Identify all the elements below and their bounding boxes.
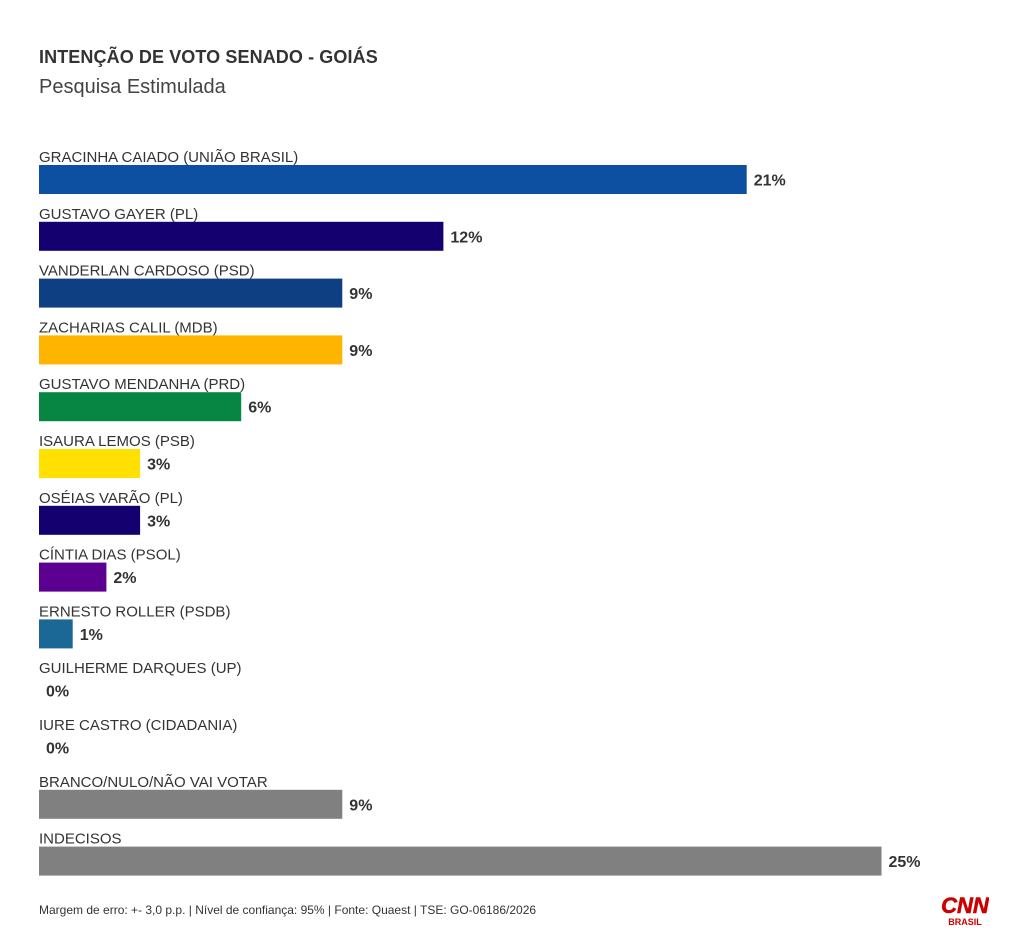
category-label: ERNESTO ROLLER (PSDB): [39, 603, 230, 620]
category-label: ISAURA LEMOS (PSB): [39, 433, 195, 450]
chart-subtitle: Pesquisa Estimulada: [39, 76, 226, 98]
value-label: 0%: [46, 741, 69, 758]
value-label: 9%: [349, 343, 372, 360]
category-label: BRANCO/NULO/NÃO VAI VOTAR: [39, 774, 268, 791]
value-label: 2%: [113, 570, 136, 587]
value-label: 1%: [80, 627, 103, 644]
value-label: 9%: [349, 286, 372, 303]
bar: [39, 278, 343, 308]
bar: [39, 449, 141, 478]
value-label: 0%: [46, 684, 69, 701]
value-label: 3%: [147, 513, 170, 530]
value-label: 6%: [248, 400, 271, 417]
value-label: 3%: [147, 457, 170, 474]
bar: [39, 221, 444, 251]
category-label: ZACHARIAS CALIL (MDB): [39, 319, 218, 336]
category-label: GRACINHA CAIADO (UNIÃO BRASIL): [39, 149, 298, 166]
category-label: CÍNTIA DIAS (PSOL): [39, 547, 181, 564]
category-label: VANDERLAN CARDOSO (PSD): [39, 263, 255, 280]
chart-title: INTENÇÃO DE VOTO SENADO - GOIÁS: [39, 47, 378, 67]
footer-note: Margem de erro: +- 3,0 p.p. | Nível de c…: [39, 903, 537, 917]
bar-chart: GRACINHA CAIADO (UNIÃO BRASIL) 21% GUSTAVO…: [39, 149, 921, 876]
bar: [39, 562, 107, 592]
bar: [39, 505, 141, 535]
bar: [39, 335, 343, 365]
bar: [39, 846, 882, 876]
bar: [39, 392, 242, 422]
category-label: GUILHERME DARQUES (UP): [39, 660, 242, 677]
value-label: 25%: [889, 854, 921, 871]
category-label: INDECISOS: [39, 831, 122, 848]
value-label: 9%: [349, 797, 372, 814]
bar: [39, 619, 73, 649]
category-label: IURE CASTRO (CIDADANIA): [39, 717, 237, 734]
value-label: 12%: [450, 229, 482, 246]
cnn-brasil-logo: CNN BRASIL: [941, 893, 989, 927]
logo-brand: CNN: [941, 893, 989, 918]
category-label: OSÉIAS VARÃO (PL): [39, 490, 183, 507]
bar: [39, 165, 747, 194]
logo-sub: BRASIL: [948, 917, 982, 927]
category-label: GUSTAVO GAYER (PL): [39, 206, 198, 223]
bar: [39, 789, 343, 819]
category-label: GUSTAVO MENDANHA (PRD): [39, 376, 245, 393]
value-label: 21%: [754, 173, 786, 190]
